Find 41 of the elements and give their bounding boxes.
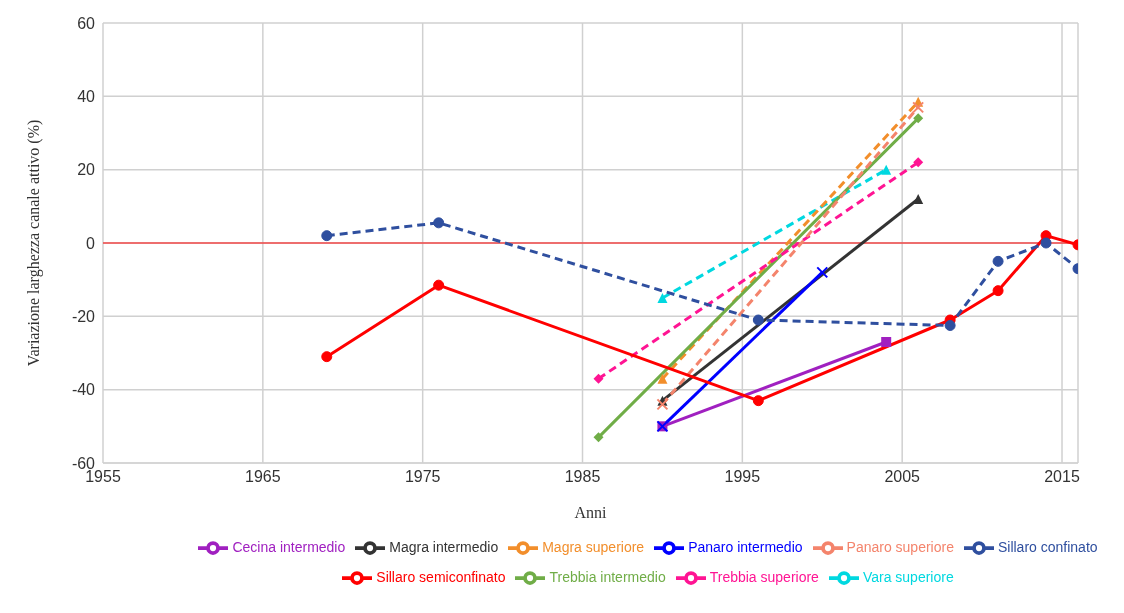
point: [1040, 237, 1052, 249]
legend-label: Trebbia superiore: [709, 568, 819, 585]
point: [433, 279, 445, 291]
point: [881, 337, 892, 347]
point: [913, 113, 924, 124]
x-tick-label: 1985: [564, 468, 601, 486]
x-tick-label: 1975: [404, 468, 441, 486]
y-tick-label: 20: [77, 161, 96, 179]
y-tick-label: -40: [71, 381, 96, 399]
legend-label: Panaro superiore: [846, 538, 954, 555]
point: [944, 320, 956, 331]
legend-label: Magra intermedio: [389, 538, 499, 555]
x-axis-title: Anni: [574, 504, 608, 521]
x-tick-label: 1965: [245, 468, 281, 486]
y-tick-label: 60: [77, 14, 96, 32]
x-tick-label: 1955: [85, 468, 121, 486]
x-tick-label: 1995: [724, 468, 761, 486]
legend-label: Trebbia intermedio: [549, 568, 666, 585]
legend-label: Magra superiore: [542, 538, 645, 555]
point: [433, 217, 445, 229]
x-tick-label: 2015: [1044, 468, 1080, 486]
point: [752, 314, 764, 326]
point: [593, 373, 604, 384]
point: [752, 395, 764, 407]
legend-label: Panaro intermedio: [688, 538, 803, 555]
legend-label: Cecina intermedio: [232, 538, 346, 555]
y-tick-label: 40: [77, 88, 96, 106]
point: [992, 255, 1004, 267]
point: [913, 157, 924, 168]
legend-label: Sillaro semiconfinato: [376, 568, 506, 585]
y-axis-title: Variazione larghezza canale attivo (%): [24, 119, 43, 367]
y-tick-label: 0: [86, 234, 96, 252]
point: [321, 351, 333, 363]
point: [992, 285, 1004, 297]
y-tick-label: -20: [71, 308, 96, 326]
point: [816, 266, 829, 279]
legend-label: Sillaro confinato: [997, 538, 1098, 555]
legend-label: Vara superiore: [862, 568, 954, 585]
x-tick-label: 2005: [884, 468, 921, 486]
point: [593, 432, 604, 443]
point: [321, 230, 333, 242]
